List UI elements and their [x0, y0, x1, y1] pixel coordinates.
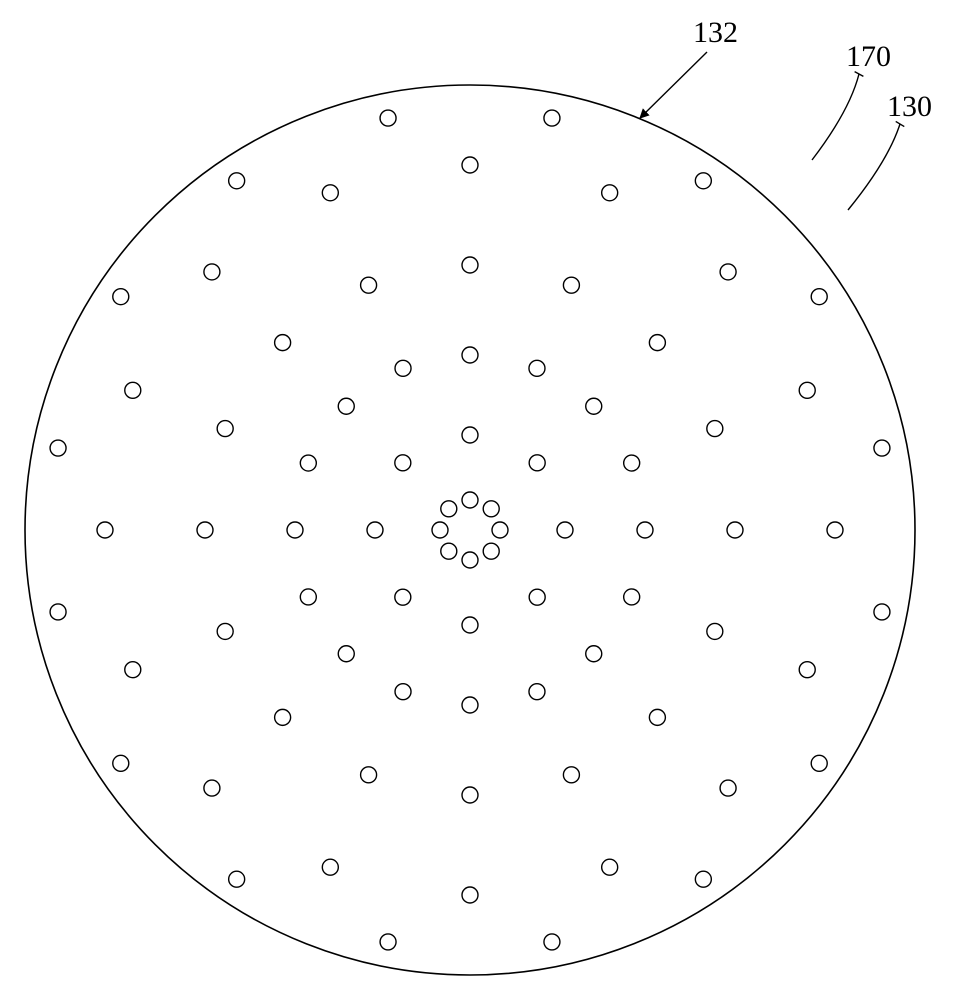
callout-label-170: 170 — [846, 40, 891, 74]
diagram-canvas: 132 170 130 — [0, 0, 960, 1000]
diagram-svg — [0, 0, 960, 1000]
callout-label-130: 130 — [887, 90, 932, 124]
callout-label-132: 132 — [693, 16, 738, 50]
